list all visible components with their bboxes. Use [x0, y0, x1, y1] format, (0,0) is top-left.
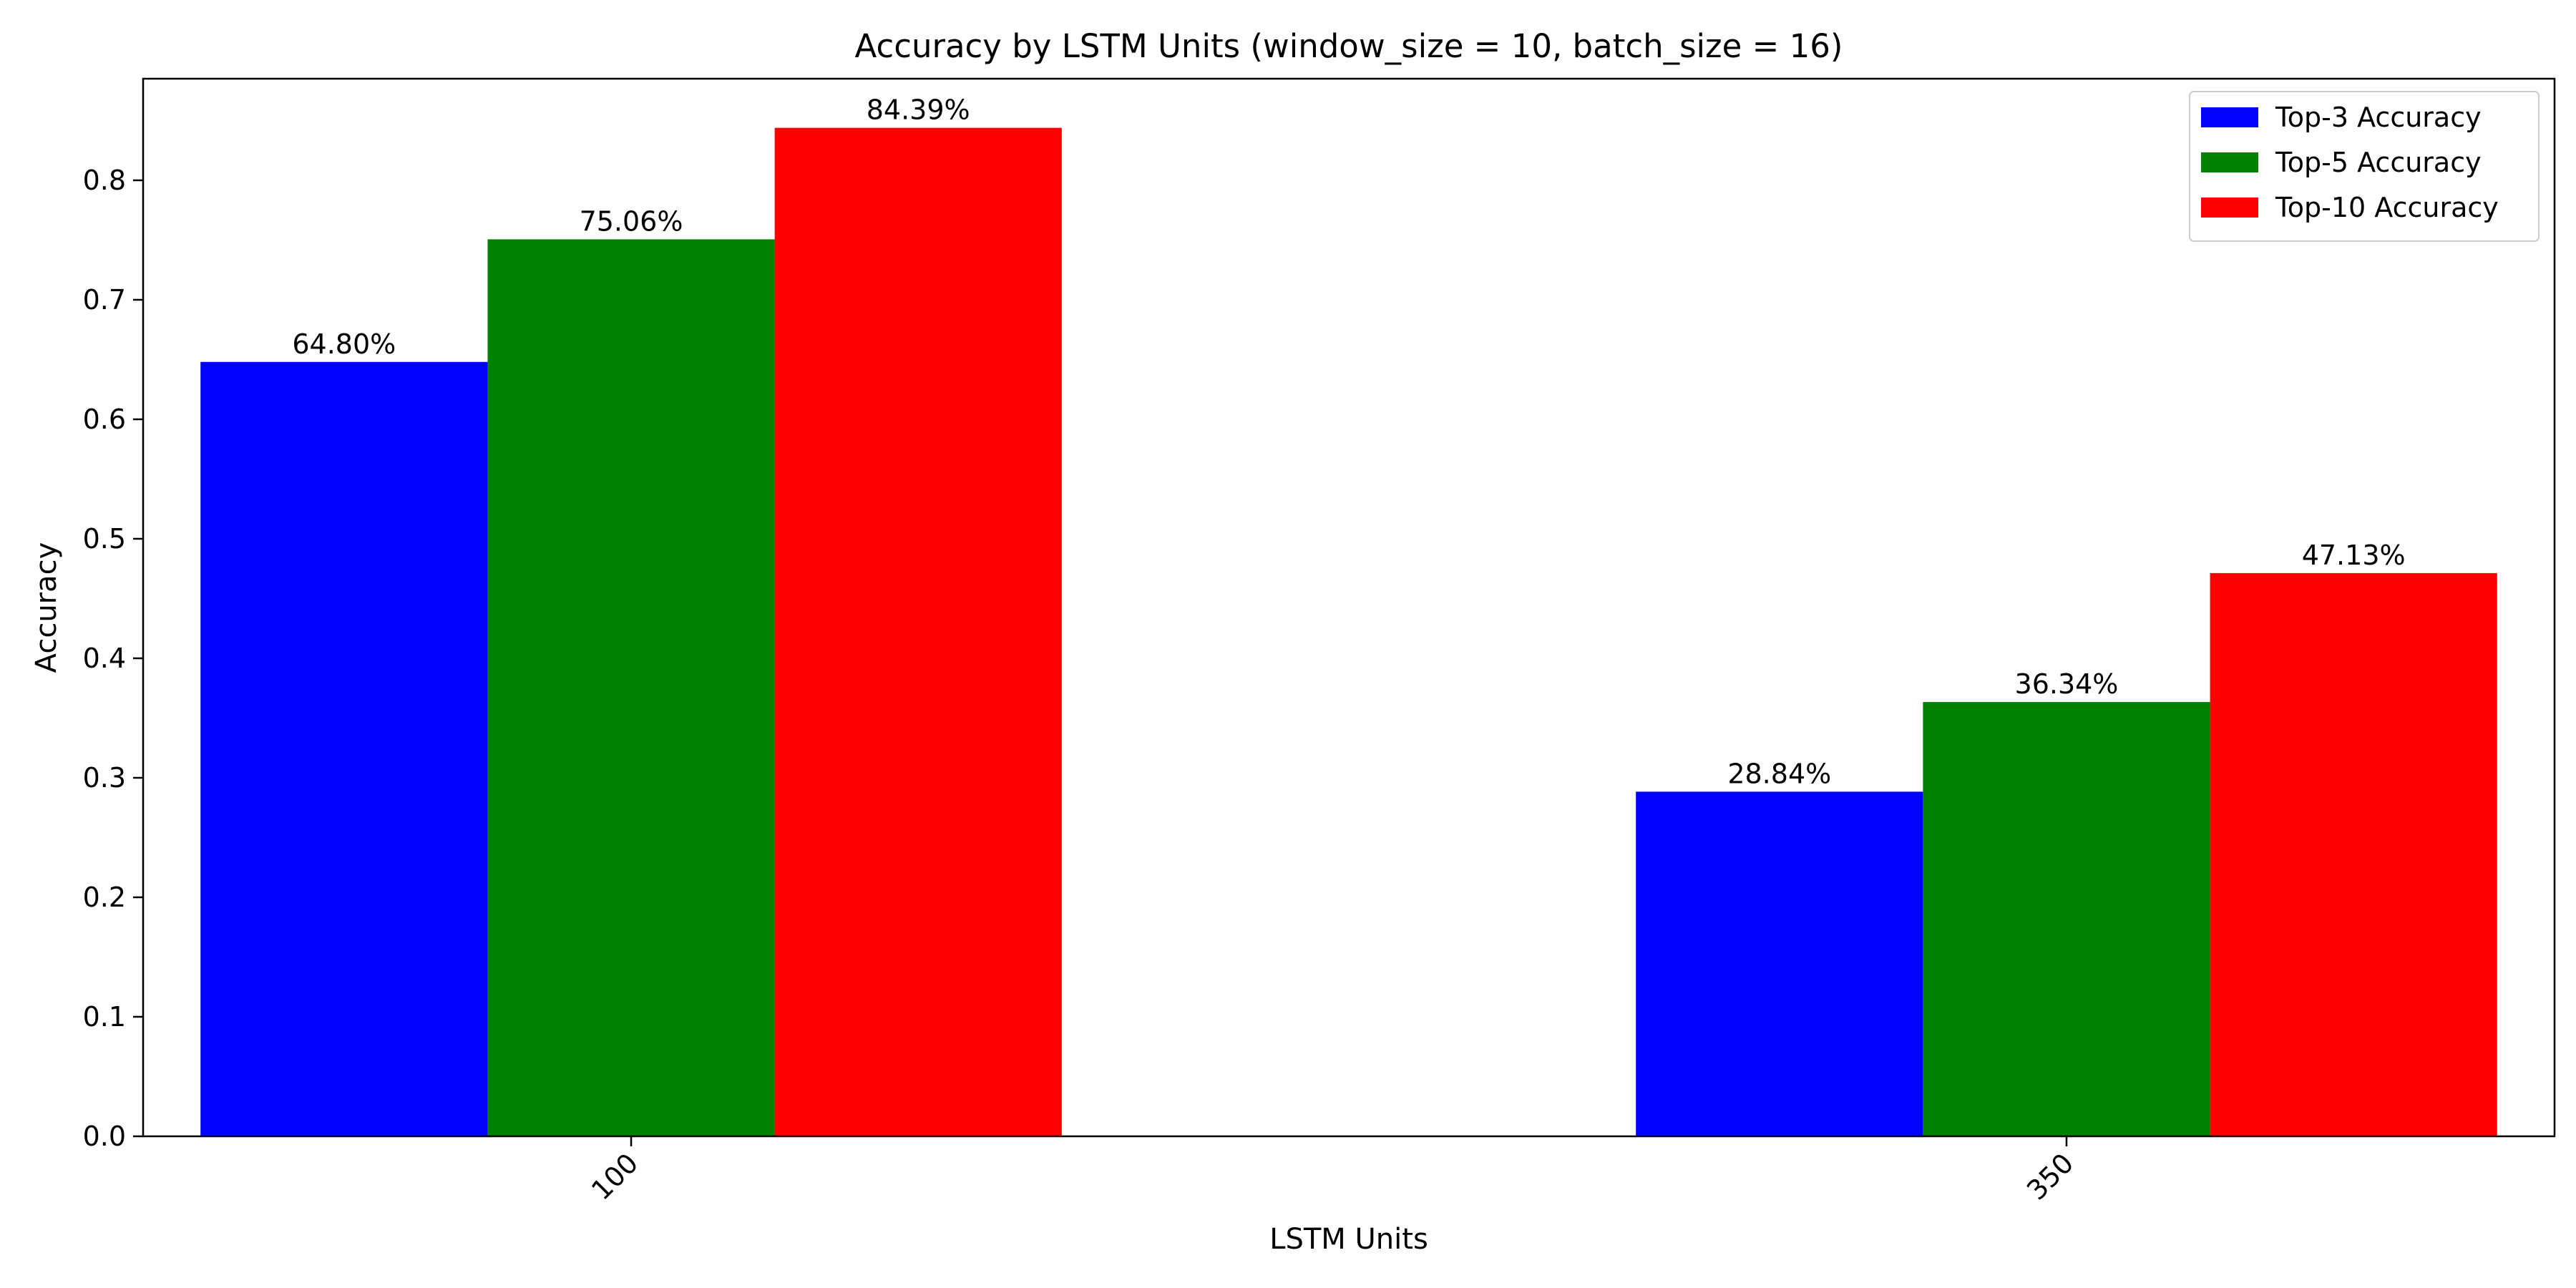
bar-top-3-accuracy-350	[1636, 791, 1923, 1136]
y-tick-label: 0.1	[83, 1001, 126, 1033]
data-label: 28.84%	[1727, 758, 1831, 789]
bar-top-5-accuracy-100	[487, 239, 775, 1137]
data-label: 75.06%	[580, 205, 683, 237]
y-tick-label: 0.0	[83, 1121, 126, 1152]
y-tick-label: 0.6	[83, 404, 126, 435]
bar-top-10-accuracy-100	[774, 127, 1062, 1137]
chart-title: Accuracy by LSTM Units (window_size = 10…	[854, 27, 1843, 65]
data-labels-layer: 64.80% 28.84% 75.06% 36.34% 84.39% 47.13%	[292, 94, 2405, 790]
y-axis-label: Accuracy	[30, 542, 63, 673]
bar-top-3-accuracy-100	[200, 361, 488, 1137]
y-tick-label: 0.7	[83, 284, 126, 316]
y-tick-label: 0.8	[83, 165, 126, 196]
y-tick-label: 0.4	[83, 643, 126, 674]
y-tick-label: 0.5	[83, 523, 126, 555]
data-label: 64.80%	[292, 328, 396, 360]
bar-top-5-accuracy-350	[1923, 702, 2210, 1136]
legend: Top-3 Accuracy Top-5 Accuracy Top-10 Accur…	[2189, 91, 2540, 242]
bar-top-10-accuracy-350	[2210, 572, 2497, 1136]
y-tick-label: 0.2	[83, 882, 126, 913]
bars-layer	[200, 127, 2497, 1137]
legend-label: Top-5 Accuracy	[2275, 147, 2482, 178]
legend-swatch	[2201, 152, 2258, 172]
y-tick-label: 0.3	[83, 762, 126, 794]
plot-frame	[142, 77, 2556, 1138]
x-tick-label: 350	[2021, 1147, 2079, 1206]
legend-label: Top-10 Accuracy	[2275, 192, 2499, 223]
data-label: 47.13%	[2302, 540, 2406, 571]
legend-box	[2189, 91, 2540, 242]
x-tick-label: 100	[585, 1147, 644, 1206]
legend-swatch	[2201, 197, 2258, 218]
data-label: 84.39%	[867, 94, 970, 126]
x-axis-label: LSTM Units	[1269, 1223, 1428, 1256]
legend-label: Top-3 Accuracy	[2275, 102, 2482, 133]
data-label: 36.34%	[2015, 668, 2119, 700]
legend-swatch	[2201, 107, 2258, 127]
